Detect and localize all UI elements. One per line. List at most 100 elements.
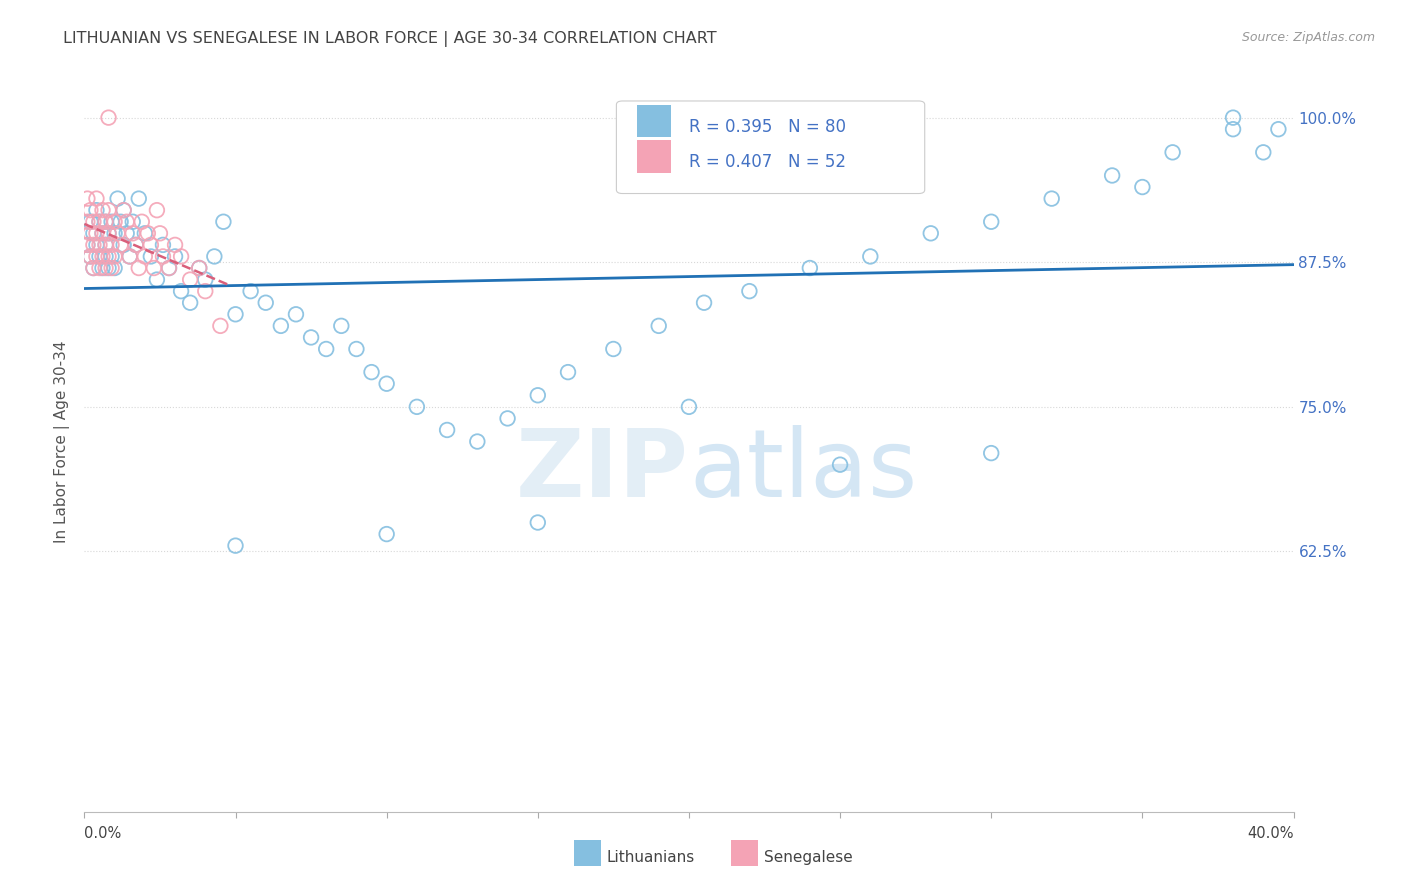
Point bbox=[110, 238, 132, 252]
Point bbox=[128, 192, 150, 206]
Point bbox=[315, 342, 337, 356]
Point bbox=[152, 250, 174, 264]
Point bbox=[170, 250, 193, 264]
Point bbox=[82, 238, 104, 252]
Point bbox=[406, 400, 429, 414]
Point bbox=[91, 203, 114, 218]
Point bbox=[648, 318, 671, 333]
Point bbox=[920, 227, 942, 241]
Point bbox=[97, 203, 120, 218]
Point bbox=[165, 238, 187, 252]
Point bbox=[91, 227, 114, 241]
Point bbox=[82, 227, 104, 241]
Point bbox=[1267, 122, 1289, 136]
Point bbox=[142, 260, 165, 275]
Point bbox=[239, 284, 262, 298]
Point bbox=[112, 238, 135, 252]
Point bbox=[194, 272, 217, 286]
Point bbox=[100, 238, 122, 252]
Point bbox=[82, 260, 104, 275]
Point bbox=[146, 272, 169, 286]
Point bbox=[104, 250, 127, 264]
Point bbox=[79, 250, 101, 264]
Point bbox=[188, 260, 211, 275]
Point bbox=[194, 284, 217, 298]
Point bbox=[1040, 192, 1063, 206]
Point bbox=[212, 215, 235, 229]
Point bbox=[436, 423, 458, 437]
Point bbox=[107, 227, 129, 241]
Y-axis label: In Labor Force | Age 30-34: In Labor Force | Age 30-34 bbox=[55, 340, 70, 543]
Point bbox=[79, 215, 101, 229]
Point bbox=[375, 376, 398, 391]
Point bbox=[79, 203, 101, 218]
Point bbox=[79, 250, 101, 264]
FancyBboxPatch shape bbox=[616, 101, 925, 194]
Point bbox=[225, 307, 247, 321]
Text: 40.0%: 40.0% bbox=[1247, 826, 1294, 840]
Point bbox=[980, 446, 1002, 460]
Point bbox=[285, 307, 308, 321]
Point bbox=[179, 272, 201, 286]
Point bbox=[91, 250, 114, 264]
Text: ZIP: ZIP bbox=[516, 425, 689, 517]
Text: Senegalese: Senegalese bbox=[763, 850, 852, 865]
Point bbox=[121, 227, 143, 241]
Point bbox=[121, 215, 143, 229]
Text: Lithuanians: Lithuanians bbox=[607, 850, 695, 865]
Point bbox=[179, 295, 201, 310]
Point bbox=[104, 260, 127, 275]
Point bbox=[830, 458, 852, 472]
Point bbox=[134, 250, 156, 264]
Point bbox=[149, 227, 172, 241]
Point bbox=[86, 203, 108, 218]
Point bbox=[738, 284, 761, 298]
Point bbox=[97, 111, 120, 125]
FancyBboxPatch shape bbox=[574, 840, 600, 866]
Point bbox=[799, 260, 821, 275]
Point bbox=[346, 342, 368, 356]
Point bbox=[94, 215, 117, 229]
Point bbox=[496, 411, 519, 425]
Point bbox=[104, 215, 127, 229]
FancyBboxPatch shape bbox=[637, 140, 671, 173]
Point bbox=[89, 250, 111, 264]
Point bbox=[91, 227, 114, 241]
Point bbox=[225, 539, 247, 553]
Point bbox=[254, 295, 277, 310]
Point bbox=[112, 203, 135, 218]
Point bbox=[100, 215, 122, 229]
Point bbox=[97, 227, 120, 241]
Point bbox=[128, 260, 150, 275]
Point bbox=[100, 250, 122, 264]
FancyBboxPatch shape bbox=[637, 104, 671, 137]
Point bbox=[115, 227, 138, 241]
Point bbox=[110, 215, 132, 229]
Point bbox=[170, 284, 193, 298]
Point bbox=[1161, 145, 1184, 160]
Point bbox=[375, 527, 398, 541]
Point bbox=[118, 250, 141, 264]
Point bbox=[165, 250, 187, 264]
Point bbox=[152, 238, 174, 252]
Point bbox=[91, 260, 114, 275]
Point bbox=[980, 215, 1002, 229]
Point bbox=[112, 203, 135, 218]
Point bbox=[693, 295, 716, 310]
Point bbox=[89, 215, 111, 229]
Point bbox=[134, 227, 156, 241]
Point bbox=[97, 260, 120, 275]
Point bbox=[859, 250, 882, 264]
Point bbox=[82, 260, 104, 275]
Text: atlas: atlas bbox=[689, 425, 917, 517]
Point bbox=[467, 434, 489, 449]
Point bbox=[1253, 145, 1275, 160]
Point bbox=[157, 260, 180, 275]
Text: 0.0%: 0.0% bbox=[84, 826, 121, 840]
Point bbox=[86, 192, 108, 206]
Point bbox=[188, 260, 211, 275]
Point bbox=[125, 238, 148, 252]
Point bbox=[86, 238, 108, 252]
Point bbox=[146, 203, 169, 218]
Point bbox=[97, 250, 120, 264]
